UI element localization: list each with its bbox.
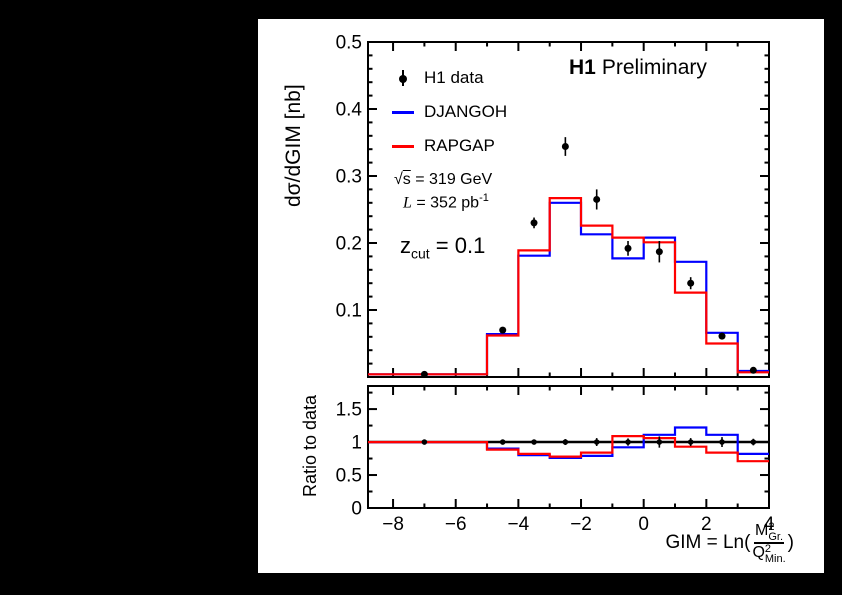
experiment-name: H1 [569,56,596,79]
luminosity-line: L = 352 pb-1 [403,189,492,212]
x-tick-label: −6 [445,514,467,535]
beam-conditions-annotation: √s = 319 GeV L = 352 pb-1 [394,171,492,212]
data-point [625,439,631,445]
x-tick-label: 4 [764,514,775,535]
preliminary-text: Preliminary [601,56,707,79]
data-point [593,439,600,445]
histogram-line [368,435,769,463]
denominator-base: Q [752,544,765,561]
main-y-tick-label: 0.3 [336,167,362,188]
data-point-marker-icon [391,68,415,88]
main-y-axis-title: dσ/dGIM [nb] [282,84,305,207]
data-point [718,332,726,340]
ratio-y-tick-label: 1 [351,433,362,454]
x-tick-label: −4 [508,514,530,535]
ratio-y-tick-label: 0.5 [336,466,362,487]
histogram-line [368,201,769,376]
x-title-fraction: M 2 Gr. Q 2 Min. [751,521,786,565]
djangoh-line-marker-icon [391,102,415,122]
legend-item-djangoh: DJANGOH [391,95,507,129]
histogram-line [368,197,769,376]
denominator-sup: 2 [764,543,772,555]
fraction-denominator: Q 2 Min. [751,543,786,565]
zcut-base: z [400,233,411,258]
luminosity-exponent: -1 [479,192,489,204]
data-dot-icon [399,74,407,83]
main-y-tick-label: 0.1 [336,301,362,322]
x-axis-title: GIM = Ln( M 2 Gr. Q 2 Min. ) [665,521,794,565]
ratio-y-tick-label: 0 [351,499,362,520]
data-point [749,366,757,374]
energy-value: = 319 GeV [410,171,493,188]
legend-label-rapgap: RAPGAP [424,136,495,155]
x-tick-label: 0 [638,514,649,535]
denominator-sub: Min. [764,553,786,565]
legend-label-djangoh: DJANGOH [424,102,508,121]
zcut-subscript: cut [411,245,430,262]
plot-canvas: 0.1 0.2 0.3 0.4 0.5 0 0.5 1 1.5 −8 −6 −4 −2 0 2 4 dσ/dG… [258,19,824,573]
data-point [719,439,725,445]
data-point [499,326,507,334]
data-point [687,279,695,287]
numerator-scripts: 2 Gr. [768,521,784,543]
plot-svg: 0.10.20.30.40.500.511.5−8 −6 −4 −2 0 2 4 [336,33,775,536]
experiment-label: H1 Preliminary [569,56,707,80]
x-tick-label: −2 [570,514,592,535]
data-point [499,439,506,445]
main-y-tick-label: 0.4 [336,100,363,121]
data-point [562,439,569,445]
data-point [655,248,663,256]
data-point [593,195,601,203]
x-tick-label: −8 [382,514,404,535]
legend: H1 data DJANGOH RAPGAP [391,61,507,163]
sqrt-s-line: √s = 319 GeV [394,171,492,189]
numerator-sup: 2 [768,521,775,533]
numerator-base: M [755,522,769,539]
red-line-icon [392,145,414,148]
rapgap-line-marker-icon [391,136,415,156]
luminosity-value: = 352 pb [411,194,480,212]
data-point [420,370,428,378]
data-point [656,439,663,445]
main-y-tick-label: 0.2 [336,234,362,255]
main-y-tick-label: 0.5 [336,33,362,54]
sqrt-argument: s [402,171,411,188]
data-point [624,244,632,252]
legend-item-rapgap: RAPGAP [391,129,507,163]
zcut-annotation: zcut = 0.1 [400,233,485,261]
data-point [531,439,537,445]
data-point [561,143,569,151]
legend-label-data: H1 data [424,68,484,87]
x-tick-label: 2 [701,514,712,535]
x-title-prefix: GIM = Ln( [665,532,751,553]
data-point [530,219,538,227]
denominator-scripts: 2 Min. [764,543,786,565]
x-title-suffix: ) [787,532,794,553]
numerator-sub: Gr. [768,531,784,543]
fraction-numerator: M 2 Gr. [754,521,785,544]
data-point [421,439,428,445]
ratio-frame [367,385,770,509]
blue-line-icon [392,111,414,114]
data-point [750,439,757,445]
data-point [687,439,694,445]
legend-item-data: H1 data [391,61,507,95]
luminosity-symbol: L [403,194,412,212]
sqrt-icon: √ [394,171,403,188]
ratio-y-axis-title: Ratio to data [300,394,320,497]
zcut-value: = 0.1 [429,233,486,258]
main-frame [367,41,770,378]
ratio-y-tick-label: 1.5 [336,400,362,421]
